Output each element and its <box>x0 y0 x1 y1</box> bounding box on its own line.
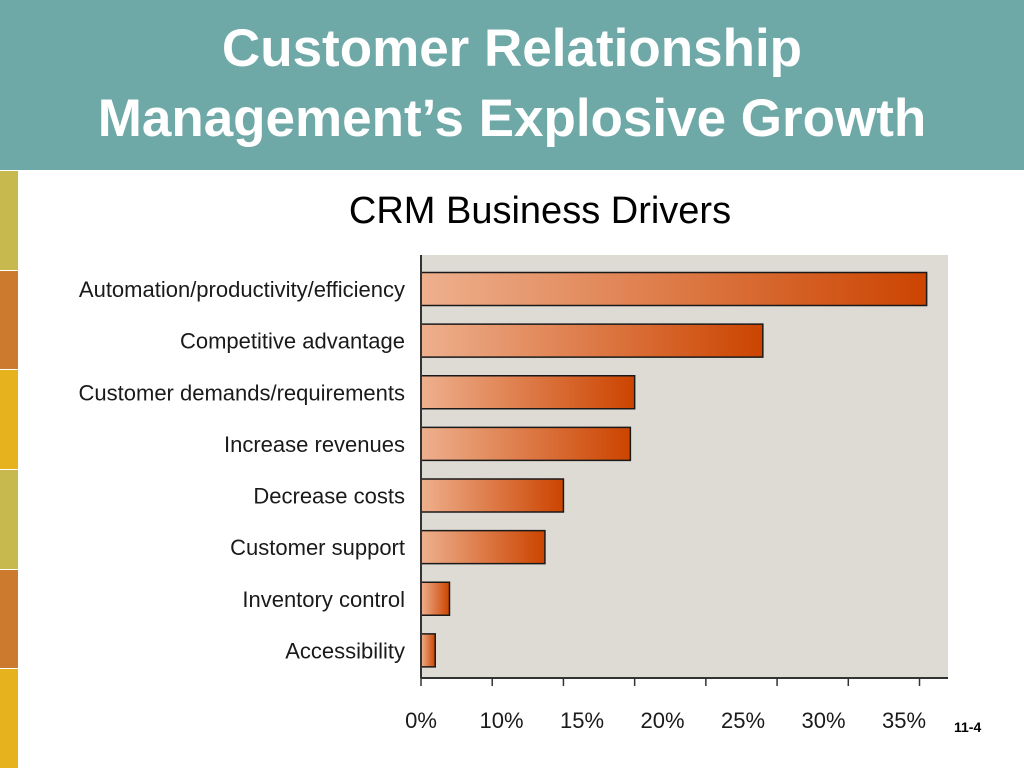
bar <box>420 426 632 462</box>
category-label: Customer support <box>230 535 405 560</box>
strip-block <box>0 269 18 370</box>
category-label: Automation/productivity/efficiency <box>79 277 405 302</box>
bar <box>420 478 565 513</box>
x-tick-label: 25% <box>721 708 765 733</box>
strip-block <box>0 469 18 569</box>
slide-title-line-2: Management’s Explosive Growth <box>97 89 927 148</box>
strip-block <box>0 568 18 669</box>
category-label: Customer demands/requirements <box>79 380 405 405</box>
bar <box>420 633 436 668</box>
x-tick-label: 0% <box>405 708 437 733</box>
chart-title: CRM Business Drivers <box>348 190 732 232</box>
x-tick-label: 10% <box>479 708 523 733</box>
bar <box>420 323 764 358</box>
category-label: Competitive advantage <box>180 329 405 354</box>
bar <box>420 375 636 410</box>
title-banner <box>0 0 1024 170</box>
category-label: Inventory control <box>242 587 405 612</box>
x-tick-label: 30% <box>801 708 845 733</box>
strip-block <box>0 170 18 270</box>
x-tick-label: 20% <box>640 708 684 733</box>
x-tick-label: 15% <box>560 708 604 733</box>
strip-block <box>0 369 18 469</box>
left-decorative-strip <box>0 170 18 768</box>
slide-number: 11-4 <box>954 719 982 735</box>
bar <box>420 581 451 616</box>
category-label: Increase revenues <box>224 432 405 457</box>
bar <box>420 271 928 307</box>
x-tick-label: 35% <box>882 708 926 733</box>
category-label: Decrease costs <box>253 484 405 509</box>
bar <box>420 529 546 565</box>
category-label: Accessibility <box>285 638 405 663</box>
slide-title: Customer Relationship Management’s Explo… <box>0 14 1024 154</box>
plot-area <box>421 255 948 678</box>
slide-title-line-1: Customer Relationship <box>221 19 803 78</box>
strip-block <box>0 668 18 768</box>
